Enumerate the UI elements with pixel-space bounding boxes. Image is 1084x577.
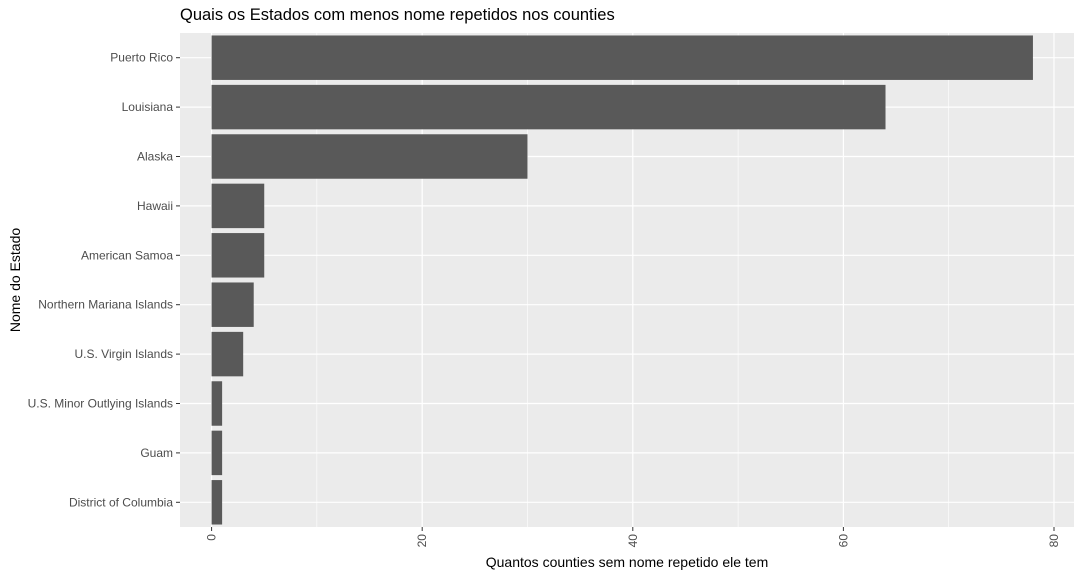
x-tick-label: 60 xyxy=(836,534,850,548)
y-tick-label: Northern Mariana Islands xyxy=(38,298,173,312)
y-tick-label: American Samoa xyxy=(81,248,173,262)
y-tick-label: Puerto Rico xyxy=(110,51,173,65)
bar xyxy=(211,35,1033,80)
bars xyxy=(211,35,1033,525)
y-tick-label: Guam xyxy=(140,446,173,460)
bar xyxy=(211,84,886,130)
y-tick-label: Alaska xyxy=(137,150,173,164)
bar xyxy=(211,430,223,476)
bar xyxy=(211,183,265,229)
bar xyxy=(211,134,528,179)
bar xyxy=(211,381,223,426)
bar xyxy=(211,233,265,278)
x-tick-label: 80 xyxy=(1047,534,1061,548)
bar xyxy=(211,480,223,525)
x-tick-label: 20 xyxy=(415,534,429,548)
x-axis: 0 20 40 60 80 xyxy=(205,527,1061,547)
y-tick-label: District of Columbia xyxy=(69,495,173,509)
chart-title: Quais os Estados com menos nome repetido… xyxy=(180,6,615,24)
y-axis-title: Nome do Estado xyxy=(7,228,23,332)
y-tick-label: U.S. Minor Outlying Islands xyxy=(28,397,173,411)
x-tick-label: 0 xyxy=(205,534,219,541)
y-axis: Puerto Rico Louisiana Alaska Hawaii American… xyxy=(28,51,180,509)
x-tick-label: 40 xyxy=(626,534,640,548)
bar xyxy=(211,282,254,327)
x-axis-title: Quantos counties sem nome repetido ele t… xyxy=(486,554,769,570)
y-tick-label: Hawaii xyxy=(137,199,173,213)
y-tick-label: U.S. Virgin Islands xyxy=(75,347,174,361)
bar xyxy=(211,331,244,377)
y-tick-label: Louisiana xyxy=(122,100,174,114)
